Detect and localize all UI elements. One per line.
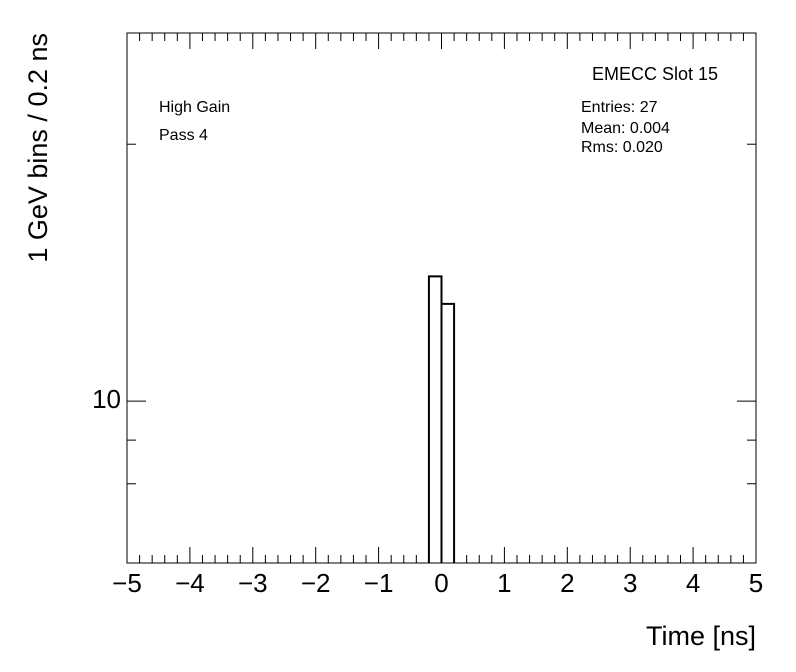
x-tick-label: −3 xyxy=(238,568,268,598)
histogram-bin xyxy=(440,302,456,563)
x-tick-label: 2 xyxy=(560,568,574,598)
x-tick-label: −1 xyxy=(364,568,394,598)
stat: Mean: 0.004 xyxy=(581,120,670,137)
histogram-bin xyxy=(427,275,443,563)
y-tick-label: 10 xyxy=(92,384,121,414)
x-tick-label: −4 xyxy=(175,568,205,598)
stat: Entries: 27 xyxy=(581,99,658,116)
annotation: High Gain xyxy=(159,99,230,116)
annotation: Pass 4 xyxy=(159,127,208,144)
x-tick-label: 4 xyxy=(686,568,700,598)
x-tick-label: −2 xyxy=(301,568,331,598)
stat: Rms: 0.020 xyxy=(581,139,663,156)
x-tick-label: 0 xyxy=(434,568,448,598)
x-tick-label: 1 xyxy=(497,568,511,598)
y-axis-title: 1 GeV bins / 0.2 ns xyxy=(23,33,53,263)
x-tick-label: 3 xyxy=(623,568,637,598)
x-tick-label: −5 xyxy=(112,568,142,598)
chart-title: EMECC Slot 15 xyxy=(592,64,718,84)
x-tick-label: 5 xyxy=(749,568,763,598)
x-axis-title: Time [ns] xyxy=(646,621,756,651)
